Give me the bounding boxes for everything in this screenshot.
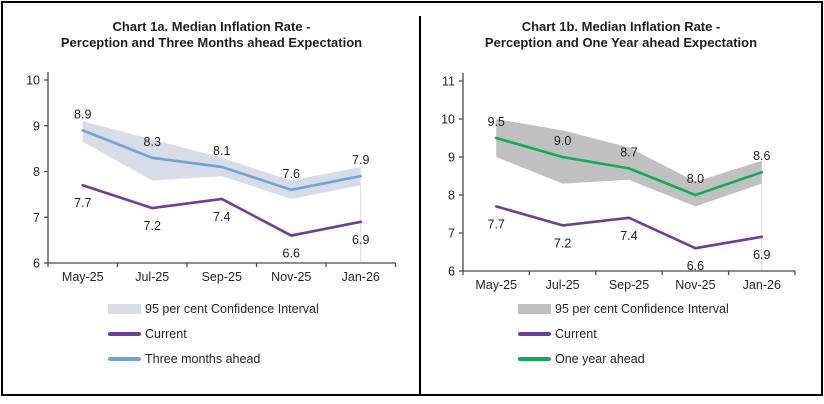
legend-item-current: Current: [108, 326, 419, 342]
legend-label: One year ahead: [555, 352, 645, 366]
legend-label: Three months ahead: [145, 352, 261, 366]
y-tick-label: 10: [441, 113, 455, 127]
data-label-current: 7.4: [213, 210, 230, 224]
legend-item-95-per-cent-confidence-interval: 95 per cent Confidence Interval: [108, 301, 419, 317]
y-tick-label: 9: [448, 151, 455, 165]
y-tick-label: 6: [448, 265, 455, 279]
confidence-band: [496, 119, 762, 207]
series-three-months-ahead: [81, 129, 363, 192]
data-label-one-year-ahead: 9.0: [554, 134, 571, 148]
data-label-three-months-ahead: 8.9: [74, 107, 91, 121]
chart-1b-plot: 6 7 8 9 10 11 May-25 Jul-25 Sep-25 Nov-25 Jan-26 7.…: [441, 73, 796, 292]
data-label-one-year-ahead: 8.7: [620, 145, 637, 159]
x-tick-label: May-25: [475, 278, 517, 292]
chart-1a-title-line1: Chart 1a. Median Inflation Rate -: [112, 19, 311, 34]
line-swatch-icon: [518, 332, 551, 336]
data-label-current: 6.6: [283, 247, 300, 261]
y-tick-label: 8: [33, 165, 40, 179]
panel-chart-1a: Chart 1a. Median Inflation Rate - Percep…: [4, 4, 419, 367]
data-label-three-months-ahead: 7.6: [283, 167, 300, 181]
x-tick-label: May-25: [62, 270, 104, 284]
x-tick-label: Sep-25: [609, 278, 649, 292]
y-tick-label: 7: [448, 227, 455, 241]
data-label-three-months-ahead: 8.3: [144, 135, 161, 149]
legend-item-three-months-ahead: Three months ahead: [108, 351, 419, 367]
y-tick-label: 11: [442, 75, 455, 89]
data-label-three-months-ahead: 7.9: [352, 153, 369, 167]
y-tick-label: 8: [448, 189, 455, 203]
legend-label: Current: [555, 327, 597, 341]
chart-1b-title-line1: Chart 1b. Median Inflation Rate -: [521, 19, 721, 34]
series-one-year-ahead: [494, 136, 764, 197]
legend-item-95-per-cent-confidence-interval: 95 per cent Confidence Interval: [518, 301, 820, 317]
chart-1a-legend: 95 per cent Confidence Interval Current Th…: [108, 301, 419, 367]
chart-1b-title-line2: Perception and One Year ahead Expectatio…: [484, 35, 758, 50]
data-label-current: 7.2: [144, 219, 161, 233]
data-label-one-year-ahead: 9.5: [488, 115, 505, 129]
band-swatch-icon: [108, 304, 141, 314]
x-tick-label: Jul-25: [546, 278, 580, 292]
y-tick-label: 6: [33, 257, 40, 271]
chart-1a-title-line2: Perception and Three Months ahead Expect…: [60, 35, 363, 50]
chart-1b-title: Chart 1b. Median Inflation Rate - Percep…: [422, 19, 820, 51]
confidence-band: [82, 121, 361, 199]
data-label-current: 6.6: [687, 259, 704, 273]
x-tick-label: Jul-25: [135, 270, 169, 284]
line-swatch-icon: [108, 357, 141, 361]
data-label-current: 7.7: [488, 217, 505, 231]
legend-item-one-year-ahead: One year ahead: [518, 351, 820, 367]
data-label-one-year-ahead: 8.6: [753, 149, 770, 163]
y-tick-label: 9: [33, 119, 40, 133]
data-label-current: 7.2: [554, 236, 571, 250]
x-tick-label: Nov-25: [271, 270, 311, 284]
data-label-current: 6.9: [352, 233, 369, 247]
data-label-three-months-ahead: 8.1: [213, 144, 230, 158]
data-label-current: 7.4: [620, 229, 637, 243]
panel-chart-1b: Chart 1b. Median Inflation Rate - Percep…: [422, 4, 820, 367]
x-tick-label: Nov-25: [675, 278, 715, 292]
data-label-one-year-ahead: 8.0: [687, 172, 704, 186]
chart-1b-legend: 95 per cent Confidence Interval Current On…: [518, 301, 820, 367]
legend-label: 95 per cent Confidence Interval: [145, 302, 319, 316]
legend-label: Current: [145, 327, 187, 341]
x-tick-label: Jan-26: [342, 270, 380, 284]
series-current: [81, 183, 363, 237]
x-tick-label: Sep-25: [202, 270, 242, 284]
chart-1a-plot: 6 7 8 9 10 May-25 Jul-25 Sep-25 Nov-25 Jan-26 7.7 7…: [26, 72, 397, 284]
chart-1a-title: Chart 1a. Median Inflation Rate - Percep…: [4, 19, 419, 51]
data-label-current: 6.9: [753, 248, 770, 262]
data-label-current: 7.7: [74, 196, 91, 210]
legend-label: 95 per cent Confidence Interval: [555, 302, 729, 316]
outer-border: [1, 1, 823, 396]
y-tick-label: 10: [26, 74, 40, 88]
line-swatch-icon: [108, 332, 141, 336]
series-current: [494, 205, 764, 250]
line-swatch-icon: [518, 357, 551, 361]
band-swatch-icon: [518, 304, 551, 314]
x-tick-label: Jan-26: [743, 278, 781, 292]
y-tick-label: 7: [33, 211, 40, 225]
panel-divider-line: [419, 16, 421, 394]
legend-item-current: Current: [518, 326, 820, 342]
